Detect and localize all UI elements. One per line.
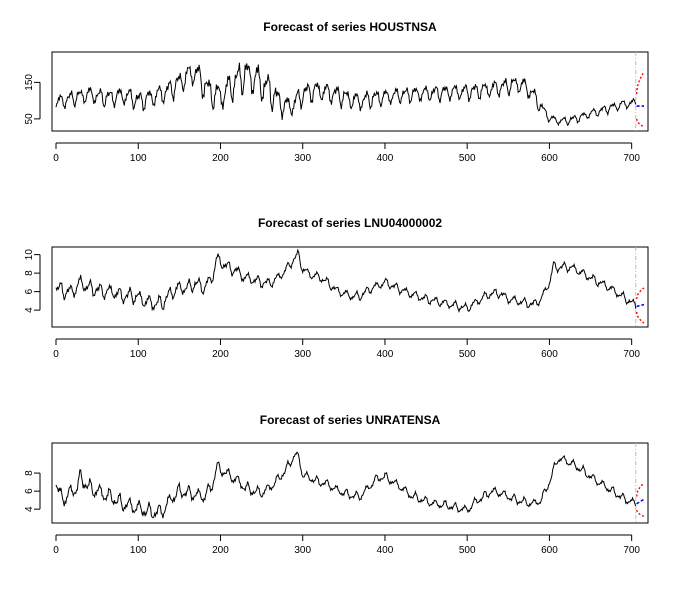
x-tick-label: 0 <box>53 349 59 360</box>
x-tick-label: 300 <box>294 545 311 556</box>
y-tick-label: 6 <box>24 488 35 494</box>
upper-bound-line <box>635 71 645 95</box>
x-tick-label: 600 <box>541 153 558 164</box>
lower-bound-line <box>635 311 645 324</box>
point-forecast-line <box>636 498 645 505</box>
y-tick-label: 8 <box>24 270 35 276</box>
plot-frame <box>51 51 649 132</box>
x-tick-label: 400 <box>377 153 394 164</box>
x-tick-label: 100 <box>130 153 147 164</box>
y-tick-label: 10 <box>24 249 35 261</box>
x-tick-label: 600 <box>541 545 558 556</box>
x-tick-label: 0 <box>53 545 59 556</box>
chart-title: Forecast of series LNU04000002 <box>258 216 442 230</box>
chart-title: Forecast of series UNRATENSA <box>260 413 441 427</box>
observed-series-line <box>55 451 637 519</box>
x-tick-label: 700 <box>623 545 640 556</box>
y-tick-label: 4 <box>24 307 35 313</box>
x-tick-label: 500 <box>459 153 476 164</box>
chart-title: Forecast of series HOUSTNSA <box>263 20 437 34</box>
x-tick-label: 400 <box>377 545 394 556</box>
x-tick-label: 500 <box>459 349 476 360</box>
y-tick-label: 150 <box>24 74 35 91</box>
lower-bound-line <box>635 509 645 518</box>
upper-bound-line <box>635 287 645 300</box>
x-tick-label: 700 <box>623 153 640 164</box>
x-tick-label: 400 <box>377 349 394 360</box>
x-tick-label: 100 <box>130 545 147 556</box>
x-tick-label: 500 <box>459 545 476 556</box>
y-tick-label: 50 <box>24 113 35 125</box>
y-tick-label: 6 <box>24 288 35 294</box>
plot-frame <box>51 246 649 328</box>
observed-series-line <box>55 62 637 127</box>
panel-unratensa: Forecast of series UNRATENSA 0 100 200 300 4… <box>24 413 649 556</box>
x-tick-label: 0 <box>53 153 59 164</box>
upper-bound-line <box>635 482 645 497</box>
x-tick-label: 600 <box>541 349 558 360</box>
observed-series-line <box>55 248 637 313</box>
point-forecast-line <box>636 303 645 308</box>
plot-frame <box>51 442 649 524</box>
panel-lnu04000002: Forecast of series LNU04000002 0 100 200 30… <box>24 216 649 360</box>
x-tick-label: 700 <box>623 349 640 360</box>
y-tick-label: 8 <box>24 470 35 476</box>
x-tick-label: 200 <box>212 349 229 360</box>
x-tick-label: 300 <box>294 349 311 360</box>
x-tick-label: 300 <box>294 153 311 164</box>
panel-houstnsa: Forecast of series HOUSTNSA 0 100 200 300 40… <box>24 20 649 164</box>
x-tick-label: 100 <box>130 349 147 360</box>
lower-bound-line <box>635 118 645 128</box>
x-tick-label: 200 <box>212 153 229 164</box>
x-tick-label: 200 <box>212 545 229 556</box>
y-tick-label: 4 <box>24 506 35 512</box>
